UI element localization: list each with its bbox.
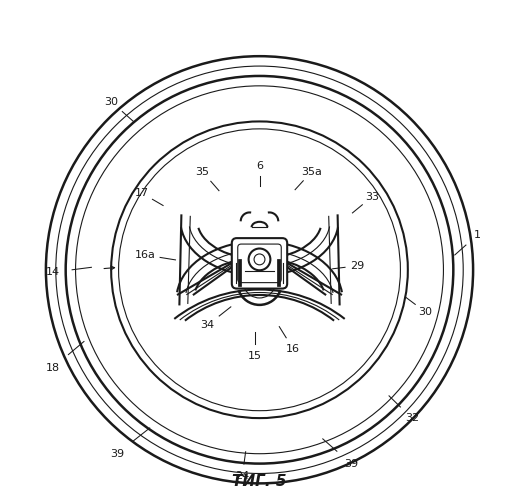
Text: 33: 33 — [365, 192, 379, 202]
Text: 30: 30 — [418, 307, 432, 317]
FancyBboxPatch shape — [232, 238, 287, 288]
Text: 1: 1 — [473, 230, 481, 240]
Text: 16: 16 — [286, 344, 300, 354]
Text: 30: 30 — [104, 96, 118, 106]
FancyBboxPatch shape — [238, 244, 281, 282]
Text: ΤИГ. 5: ΤИГ. 5 — [232, 474, 287, 489]
Text: 39: 39 — [110, 448, 124, 458]
Text: 15: 15 — [248, 352, 262, 362]
Text: 29: 29 — [350, 261, 364, 271]
Text: 16a: 16a — [134, 250, 155, 260]
Text: 35: 35 — [196, 167, 210, 177]
Text: 32: 32 — [405, 413, 419, 423]
Text: 6: 6 — [256, 161, 263, 171]
Text: 24: 24 — [235, 472, 249, 482]
Text: 35a: 35a — [301, 167, 322, 177]
Text: 17: 17 — [135, 188, 149, 198]
Text: 34: 34 — [200, 320, 215, 330]
Text: 39: 39 — [344, 458, 358, 468]
Text: 14: 14 — [46, 267, 60, 277]
Text: 18: 18 — [46, 362, 60, 372]
